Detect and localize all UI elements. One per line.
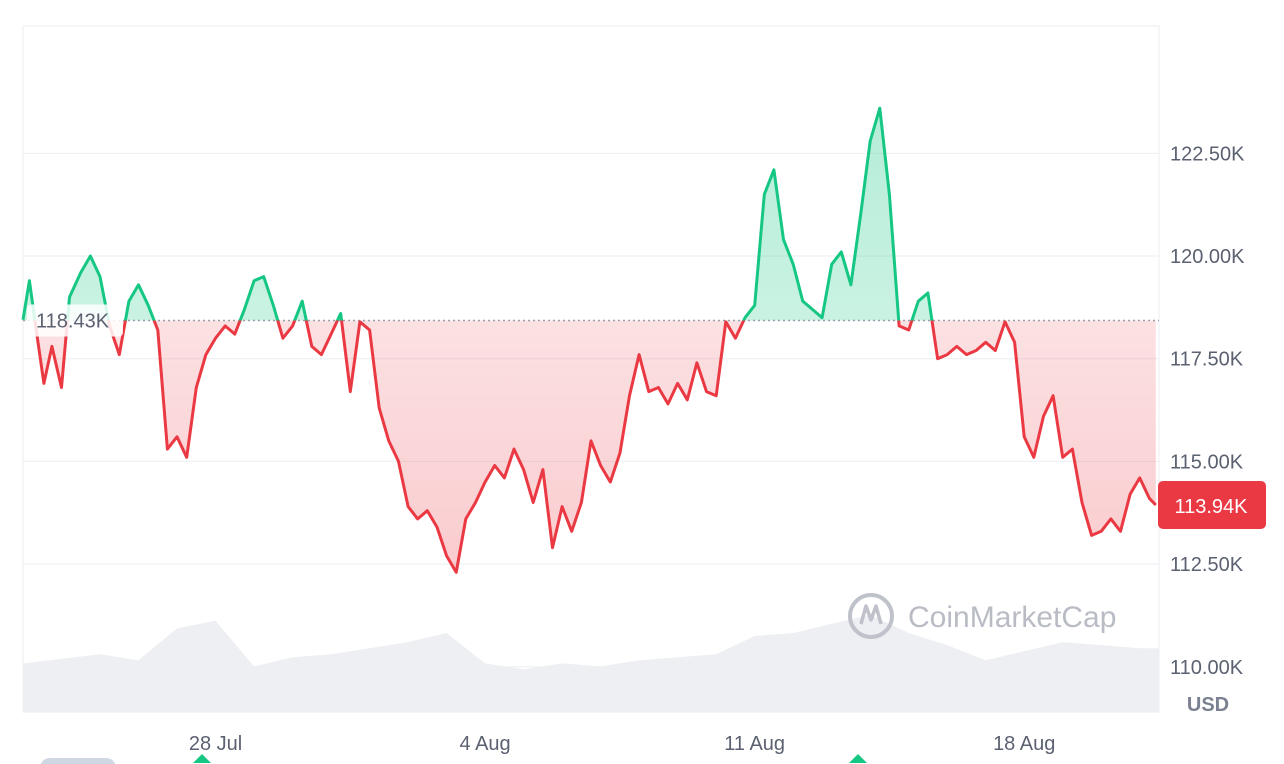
x-tick-label: 28 Jul <box>189 733 242 755</box>
x-axis: 28 Jul 4 Aug 11 Aug 18 Aug <box>189 733 1056 755</box>
event-marker-icon <box>193 754 211 763</box>
y-tick-label: 110.00K <box>1170 657 1244 679</box>
volume-area <box>23 614 1159 712</box>
x-tick-label: 11 Aug <box>724 733 785 755</box>
current-price-value: 113.94K <box>1174 496 1248 518</box>
area-below-reference <box>34 320 1156 573</box>
bottom-controls <box>40 754 867 764</box>
coinmarketcap-logo-icon <box>848 593 894 639</box>
price-line-below <box>33 320 1157 574</box>
y-tick-label: 112.50K <box>1170 554 1244 576</box>
event-marker-icon <box>849 754 867 763</box>
x-tick-label: 18 Aug <box>993 733 1055 755</box>
reference-label-bg <box>27 304 123 337</box>
y-tick-label: 117.50K <box>1170 349 1244 371</box>
watermark: CoinMarketCap <box>848 593 1116 639</box>
y-tick-label: 115.00K <box>1170 451 1244 473</box>
reference-label: 118.43K <box>27 304 123 337</box>
y-tick-label: 122.50K <box>1170 143 1245 165</box>
area-above-reference <box>23 108 1156 321</box>
y-axis: 110.00K 112.50K 115.00K 117.50K 120.00K 122.5… <box>1170 143 1245 678</box>
watermark-text: CoinMarketCap <box>908 601 1116 634</box>
x-tick-label: 4 Aug <box>460 733 511 755</box>
current-price-badge: 113.94K <box>1158 480 1266 529</box>
coinmarketcap-logo-mark <box>859 604 883 625</box>
range-pill <box>40 758 116 764</box>
y-tick-label: 120.00K <box>1170 246 1245 268</box>
currency-unit: USD <box>1187 694 1229 716</box>
reference-value: 118.43K <box>36 311 110 333</box>
current-price-bg <box>1158 480 1266 529</box>
